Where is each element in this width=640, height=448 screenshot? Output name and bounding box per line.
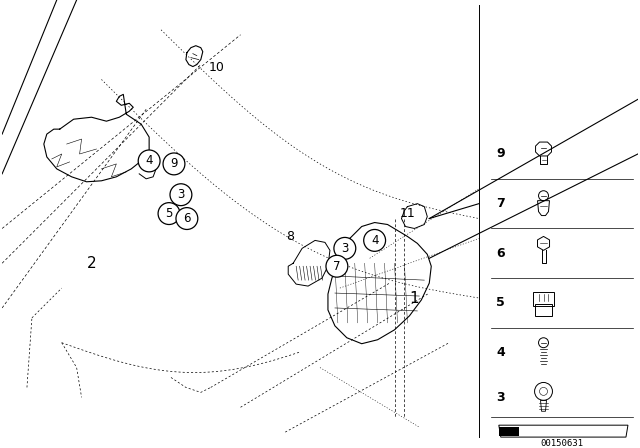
Text: 9: 9 [497,147,505,160]
Text: 9: 9 [170,157,178,170]
Text: 00150631: 00150631 [540,439,583,448]
Text: 6: 6 [183,212,191,225]
Text: 4: 4 [497,346,505,359]
Text: 10: 10 [209,61,225,74]
Text: 7: 7 [497,197,505,210]
Circle shape [163,153,185,175]
Text: 6: 6 [497,247,505,260]
Text: 8: 8 [286,230,294,243]
Text: 2: 2 [86,256,97,271]
Text: 5: 5 [497,297,505,310]
Polygon shape [499,427,518,436]
Circle shape [158,202,180,224]
Circle shape [364,229,385,251]
Text: 4: 4 [371,234,378,247]
Circle shape [326,255,348,277]
Circle shape [176,207,198,229]
Text: 7: 7 [333,260,340,273]
Circle shape [170,184,192,206]
Text: 4: 4 [145,155,153,168]
Text: 1: 1 [410,290,419,306]
Text: 5: 5 [165,207,173,220]
Text: 3: 3 [497,391,505,404]
Text: 3: 3 [177,188,184,201]
Text: 3: 3 [341,242,349,255]
Text: 11: 11 [399,207,415,220]
Circle shape [334,237,356,259]
Circle shape [138,150,160,172]
